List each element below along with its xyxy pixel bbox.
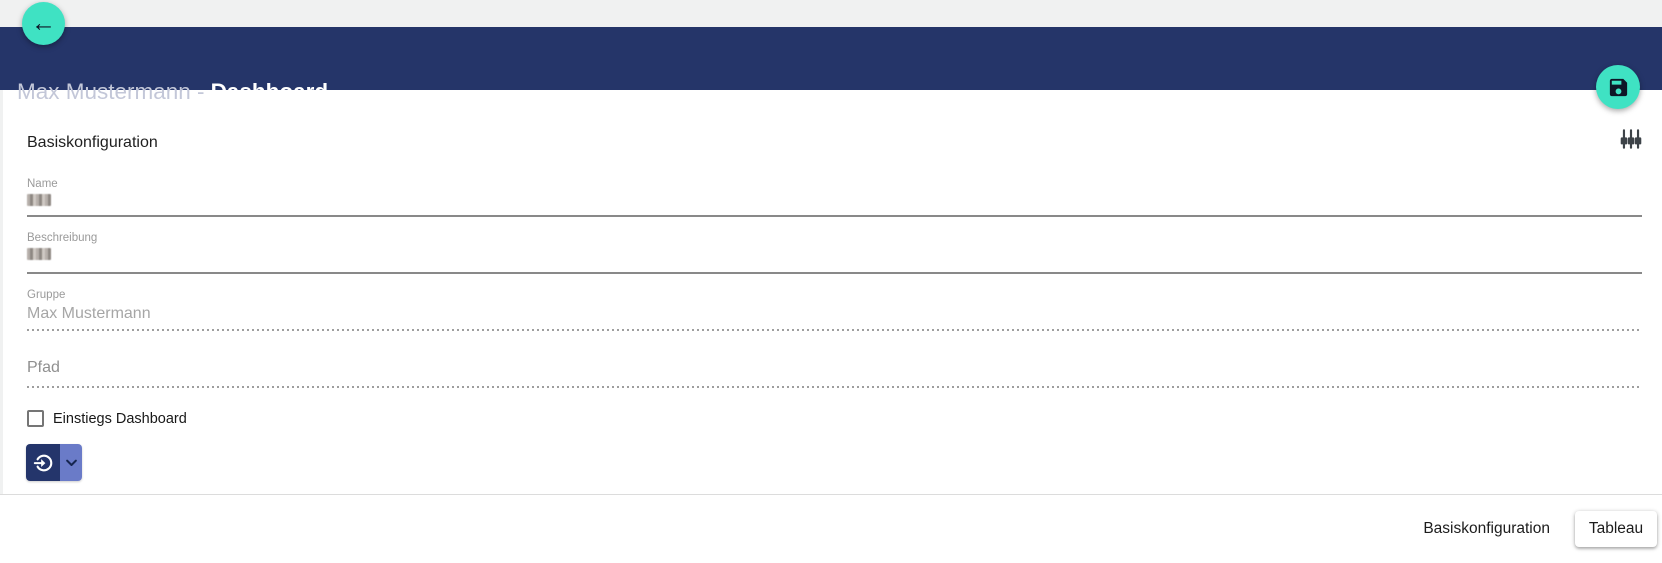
checkbox-label: Einstiegs Dashboard <box>53 410 187 427</box>
checkbox-unchecked[interactable] <box>27 410 44 427</box>
group-field-value: Max Mustermann <box>27 305 151 322</box>
save-icon <box>1607 76 1630 99</box>
chevron-down-icon <box>64 455 79 470</box>
open-dashboard-dropdown-button[interactable] <box>60 444 82 481</box>
app-header: Max Mustermann - Dashboard <box>0 27 1662 104</box>
left-gutter <box>0 90 3 494</box>
tab-basiskonfiguration[interactable]: Basiskonfiguration <box>1423 520 1550 537</box>
top-strip <box>0 0 1662 27</box>
page-title: Dashboard <box>210 79 329 104</box>
back-arrow-icon: ← <box>31 9 56 37</box>
description-field-value-redacted[interactable] <box>27 248 51 260</box>
section-heading: Basiskonfiguration <box>27 134 158 151</box>
path-field-underline <box>27 386 1642 388</box>
save-button[interactable] <box>1596 65 1640 109</box>
sign-in-icon <box>32 452 54 474</box>
open-dashboard-split-button <box>26 444 82 481</box>
description-field-label: Beschreibung <box>27 232 98 244</box>
name-field-label: Name <box>27 178 58 190</box>
description-field-underline <box>27 272 1642 274</box>
entry-dashboard-checkbox-row[interactable]: Einstiegs Dashboard <box>27 410 187 427</box>
tab-tableau-button[interactable]: Tableau <box>1575 511 1657 547</box>
group-field-label: Gruppe <box>27 289 66 301</box>
page-title-bar: Max Mustermann - Dashboard <box>17 79 328 105</box>
group-field-underline <box>27 329 1642 331</box>
sliders-icon <box>1618 126 1644 152</box>
footer-tab-bar: Basiskonfiguration Tableau <box>0 495 1662 563</box>
name-field-value-redacted[interactable] <box>27 194 51 206</box>
path-field-label: Pfad <box>27 359 60 376</box>
filter-settings-button[interactable] <box>1616 124 1646 154</box>
name-field-underline <box>27 215 1642 217</box>
back-button[interactable]: ← <box>22 2 65 45</box>
footer-divider <box>0 494 1662 495</box>
breadcrumb: Max Mustermann - <box>17 79 205 104</box>
open-dashboard-button[interactable] <box>26 444 60 481</box>
